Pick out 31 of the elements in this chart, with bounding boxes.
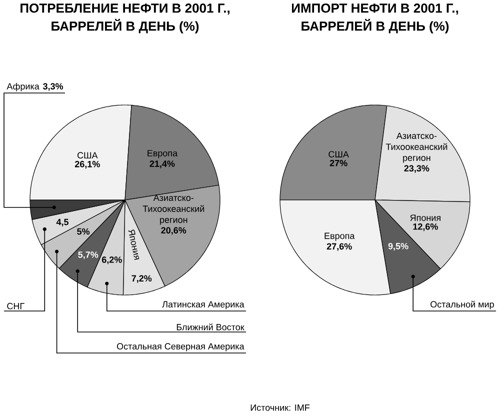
slice-label: Остальная Северная Америка	[116, 343, 244, 352]
data-label: 9,5%	[388, 242, 408, 251]
slice-label: США	[328, 151, 349, 158]
data-label: 27%	[330, 160, 348, 166]
data-label: 6,2%	[102, 256, 122, 264]
text: Источник: IMF	[250, 404, 310, 411]
slice-label: Африка	[6, 82, 40, 92]
data-label: 4,5	[56, 218, 69, 227]
data-label: 5,7%	[78, 252, 98, 260]
slice-label: СНГ	[7, 302, 24, 310]
slice-label: США	[77, 152, 98, 159]
data-label: 5%	[77, 228, 90, 235]
data-label: 21,4%	[150, 160, 175, 168]
data-label: 7,2%	[132, 275, 152, 283]
slice-label: Латинская Америка	[162, 301, 244, 310]
slice-label: Япония	[410, 214, 440, 222]
slice-label: Япония	[128, 230, 140, 260]
chart-title: ИМПОРТ НЕФТИ В 2001 Г., БАРРЕЛЕЙ В ДЕНЬ (%)	[292, 4, 458, 34]
data-label: 27,6%	[326, 243, 352, 251]
data-label: 12,6%	[413, 223, 438, 232]
data-label: 26,1%	[74, 160, 100, 169]
data-label: 23,3%	[404, 165, 430, 173]
slice-label: Азиатско-Тихоокеанский регион	[142, 194, 204, 225]
slice-label: Европа	[148, 150, 178, 158]
slice-label: Ближний Восток	[176, 324, 244, 330]
chart-title: ПОТРЕБЛЕНИЕ НЕФТИ В 2001 Г., БАРРЕЛЕЙ В ДЕНЬ (%)	[20, 4, 230, 34]
slice-label: Европа	[324, 232, 355, 241]
data-label: 3,3%	[42, 83, 64, 91]
slice-label: Остальной мир	[430, 300, 494, 310]
data-label: 20,6%	[161, 227, 186, 235]
slice-label: Азиатско-Тихоокеанский регион	[386, 132, 448, 163]
